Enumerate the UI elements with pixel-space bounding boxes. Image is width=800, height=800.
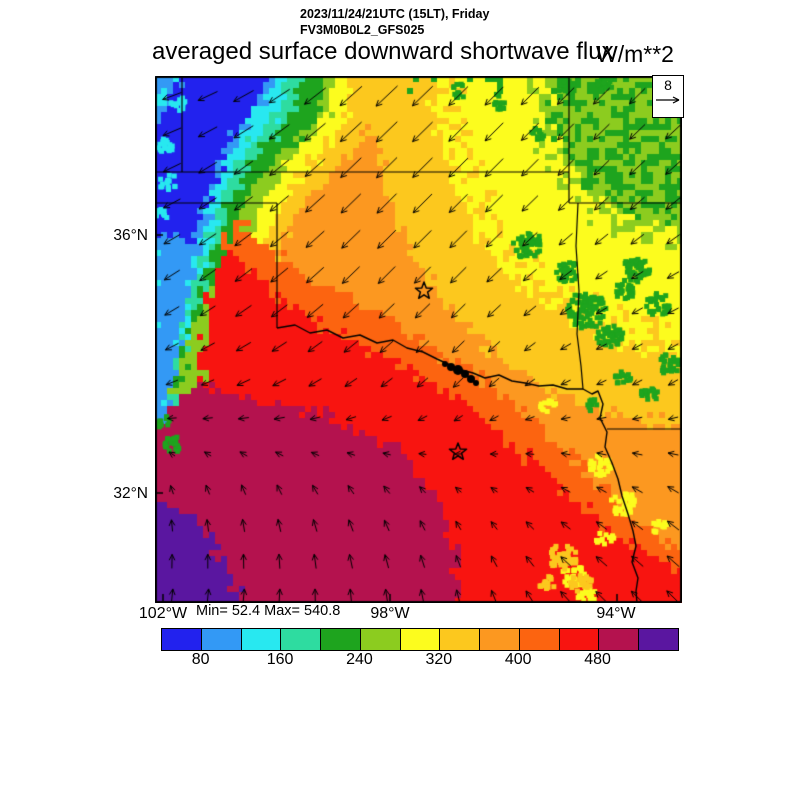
page-title: averaged surface downward shortwave flux xyxy=(152,38,614,65)
lon-tick-label: 98°W xyxy=(370,605,410,622)
colorbar xyxy=(161,628,679,651)
reference-vector-value: 8 xyxy=(664,77,672,93)
colorbar-tick-label: 320 xyxy=(425,651,453,668)
colorbar-tick-label: 240 xyxy=(346,651,373,668)
colorbar-cell xyxy=(201,629,242,650)
colorbar-cell xyxy=(241,629,282,650)
colorbar-cell xyxy=(400,629,441,650)
colorbar-tick-label: 480 xyxy=(584,651,611,668)
reference-vector-box: 8 xyxy=(652,75,684,118)
lon-tick-label: 94°W xyxy=(596,605,636,622)
lat-tick-label: 32°N xyxy=(113,485,148,502)
colorbar-tick-label: 80 xyxy=(191,651,210,668)
colorbar-cell xyxy=(519,629,560,650)
colorbar-cell xyxy=(639,629,678,650)
colorbar-cell xyxy=(281,629,322,650)
colorbar-tick-label: 160 xyxy=(266,651,294,668)
colorbar-tick-label: 400 xyxy=(504,651,532,668)
map-plot-area xyxy=(155,76,682,603)
map-canvas xyxy=(155,76,682,603)
minmax-stats: Min= 52.4 Max= 540.8 xyxy=(196,603,341,619)
reference-vector-arrow-icon xyxy=(656,96,680,104)
colorbar-cell xyxy=(599,629,640,650)
colorbar-cell xyxy=(162,629,202,650)
colorbar-cell xyxy=(440,629,481,650)
header-datetime: 2023/11/24/21UTC (15LT), Friday xyxy=(300,7,490,21)
header-model-id: FV3M0B0L2_GFS025 xyxy=(300,23,425,37)
lon-tick-label: 102°W xyxy=(138,605,188,622)
colorbar-cell xyxy=(321,629,361,650)
colorbar-cell xyxy=(360,629,401,650)
colorbar-cell xyxy=(480,629,520,650)
lat-tick-label: 36°N xyxy=(113,227,148,244)
colorbar-cell xyxy=(559,629,600,650)
units-label: W/m**2 xyxy=(596,41,674,67)
